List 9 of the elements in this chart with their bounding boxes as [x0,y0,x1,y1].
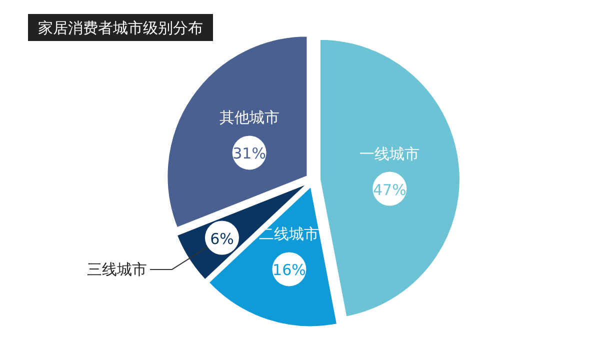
data-label: 16% [272,261,306,280]
slice-label: 其他城市 [219,108,280,127]
data-label: 31% [232,144,266,163]
slice-label: 三线城市 [87,260,147,278]
slice-label: 一线城市 [360,144,420,163]
data-label: 6% [210,230,234,248]
title: 家居消费者城市级别分布 [28,14,213,41]
chart-title: 家居消费者城市级别分布 [38,19,203,37]
data-label: 47% [372,180,406,199]
